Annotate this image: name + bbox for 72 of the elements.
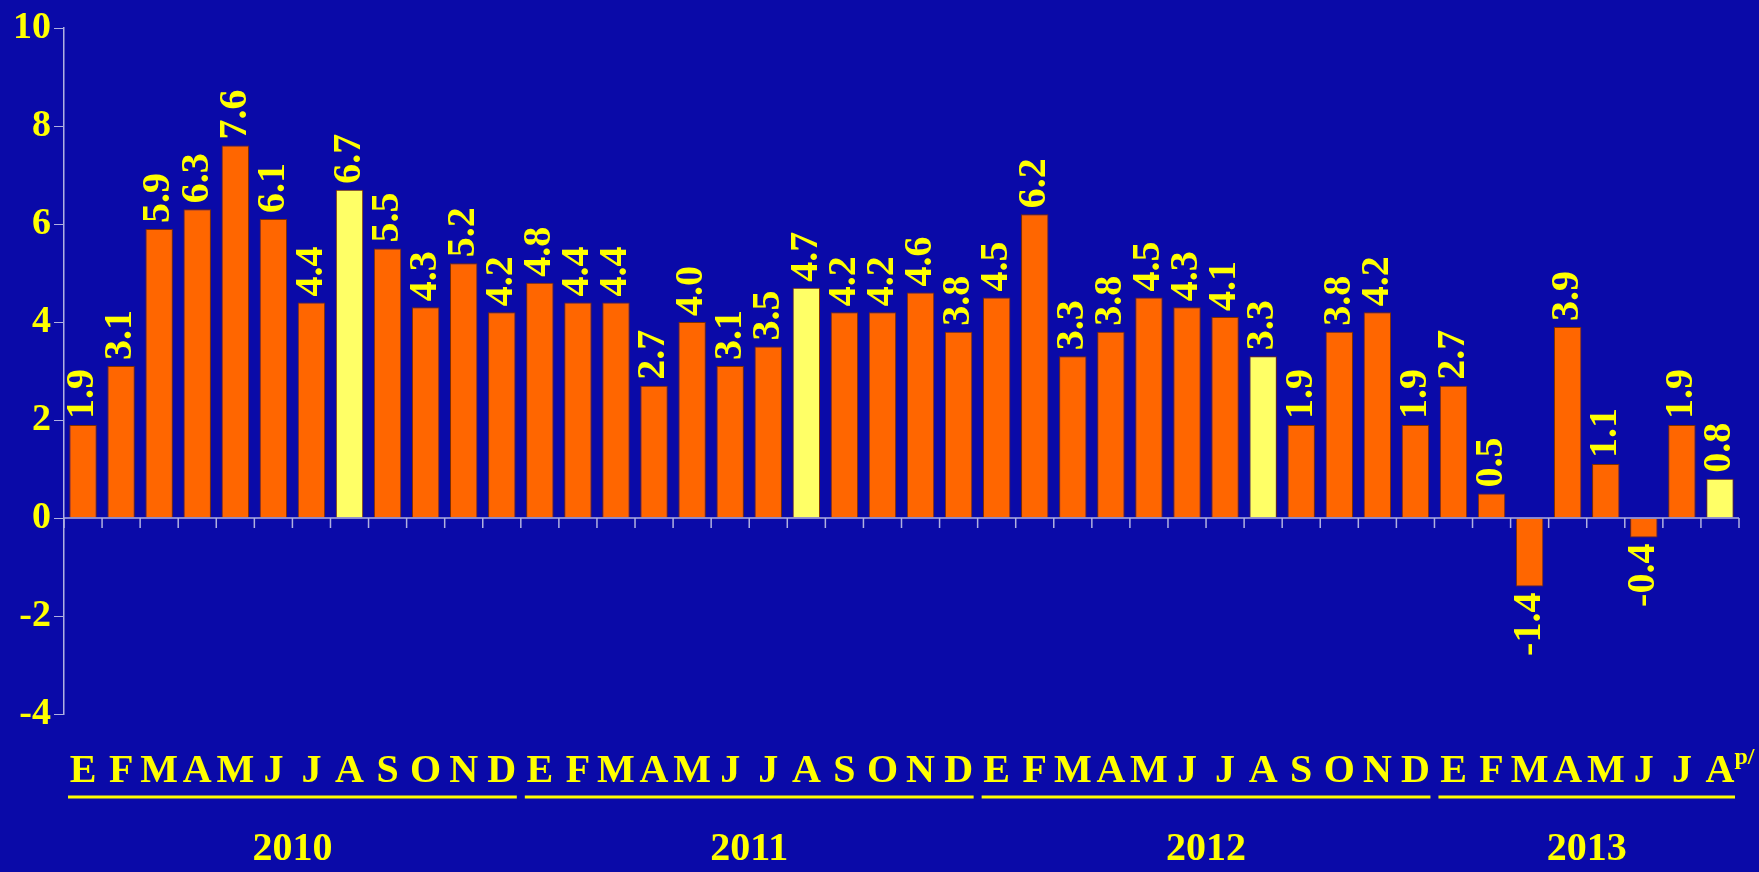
data-label: 6.7 xyxy=(323,133,369,184)
x-tick-label: F xyxy=(1022,746,1047,791)
data-label: 0.8 xyxy=(1694,422,1740,473)
data-label: 4.4 xyxy=(285,246,331,297)
data-label: 7.6 xyxy=(209,89,255,140)
x-tick-label: N xyxy=(1362,746,1392,791)
x-tick-label: A xyxy=(182,746,212,791)
x-tick-label: O xyxy=(866,746,899,791)
x-tick-label: J xyxy=(263,746,284,791)
data-label: 6.1 xyxy=(247,163,293,214)
y-tick-label: 2 xyxy=(32,395,51,438)
x-tick-label: N xyxy=(906,746,936,791)
data-label: -1.4 xyxy=(1503,592,1549,656)
x-tick-label: A xyxy=(1553,746,1583,791)
data-label: 6.2 xyxy=(1009,158,1055,209)
y-tick-label: -2 xyxy=(19,591,51,634)
data-label: 1.1 xyxy=(1580,408,1626,459)
data-label: -0.4 xyxy=(1618,543,1664,607)
data-label: 5.5 xyxy=(361,192,407,243)
x-tick-label: O xyxy=(410,746,442,791)
text: 2011 xyxy=(710,824,789,869)
data-label: 0.5 xyxy=(1465,437,1511,488)
x-tick-label: F xyxy=(1479,746,1504,791)
x-tick-label: N xyxy=(449,746,479,791)
x-tick-label: E xyxy=(69,746,97,791)
data-label: 3.9 xyxy=(1542,270,1588,321)
x-tick-label: J xyxy=(1177,746,1198,791)
x-tick-label: J xyxy=(720,746,741,791)
x-tick-label: S xyxy=(833,746,856,791)
data-label: 1.9 xyxy=(57,368,103,419)
y-tick-label: 4 xyxy=(32,297,51,340)
x-tick-label: J xyxy=(758,746,779,791)
x-tick-label: J xyxy=(1215,746,1236,791)
text: 2010 xyxy=(252,824,333,869)
data-label: 1.9 xyxy=(1656,368,1702,419)
data-label: 3.1 xyxy=(95,310,141,361)
x-tick-label: A xyxy=(791,746,821,791)
x-tick-label: F xyxy=(108,746,134,791)
x-tick-label: J xyxy=(1633,746,1654,791)
data-label: 2.7 xyxy=(628,329,674,380)
y-tick-label: 0 xyxy=(32,493,51,536)
x-tick-label: A xyxy=(1096,746,1126,791)
data-label: 1.9 xyxy=(1275,368,1321,419)
x-tick-label: M xyxy=(216,746,255,791)
x-tick-label: E xyxy=(983,746,1011,791)
x-tick-label: S xyxy=(1290,746,1313,791)
x-tick-label: D xyxy=(944,746,974,791)
x-tick-label: A xyxy=(1248,746,1278,791)
y-tick-label: 10 xyxy=(13,3,51,46)
x-tick-label: M xyxy=(1053,746,1092,791)
x-tick-label: M xyxy=(1510,746,1549,791)
x-tick-label: O xyxy=(1323,746,1355,791)
x-tick-label: J xyxy=(1671,746,1692,791)
text: 2013 xyxy=(1546,824,1627,869)
x-tick-label: M xyxy=(597,746,635,791)
x-tick-label: E xyxy=(526,746,554,791)
x-tick-label: M xyxy=(140,746,179,791)
x-tick-label: D xyxy=(487,746,517,791)
x-tick-label: M xyxy=(673,746,712,791)
x-tick-label: E xyxy=(1440,746,1467,791)
y-tick-label: 6 xyxy=(32,199,51,242)
x-tick-label: M xyxy=(1586,746,1625,791)
y-tick-label: 8 xyxy=(32,101,51,144)
x-tick-label: M xyxy=(1130,746,1168,791)
x-tick-label: A xyxy=(639,746,669,791)
x-tick-label: D xyxy=(1400,746,1430,791)
text: 2012 xyxy=(1166,824,1247,869)
x-tick-label: J xyxy=(301,746,322,791)
y-tick-label: -4 xyxy=(19,689,51,732)
x-tick-label: F xyxy=(565,746,591,791)
x-tick-label: S xyxy=(376,746,399,791)
x-tick-label: A xyxy=(335,746,365,791)
